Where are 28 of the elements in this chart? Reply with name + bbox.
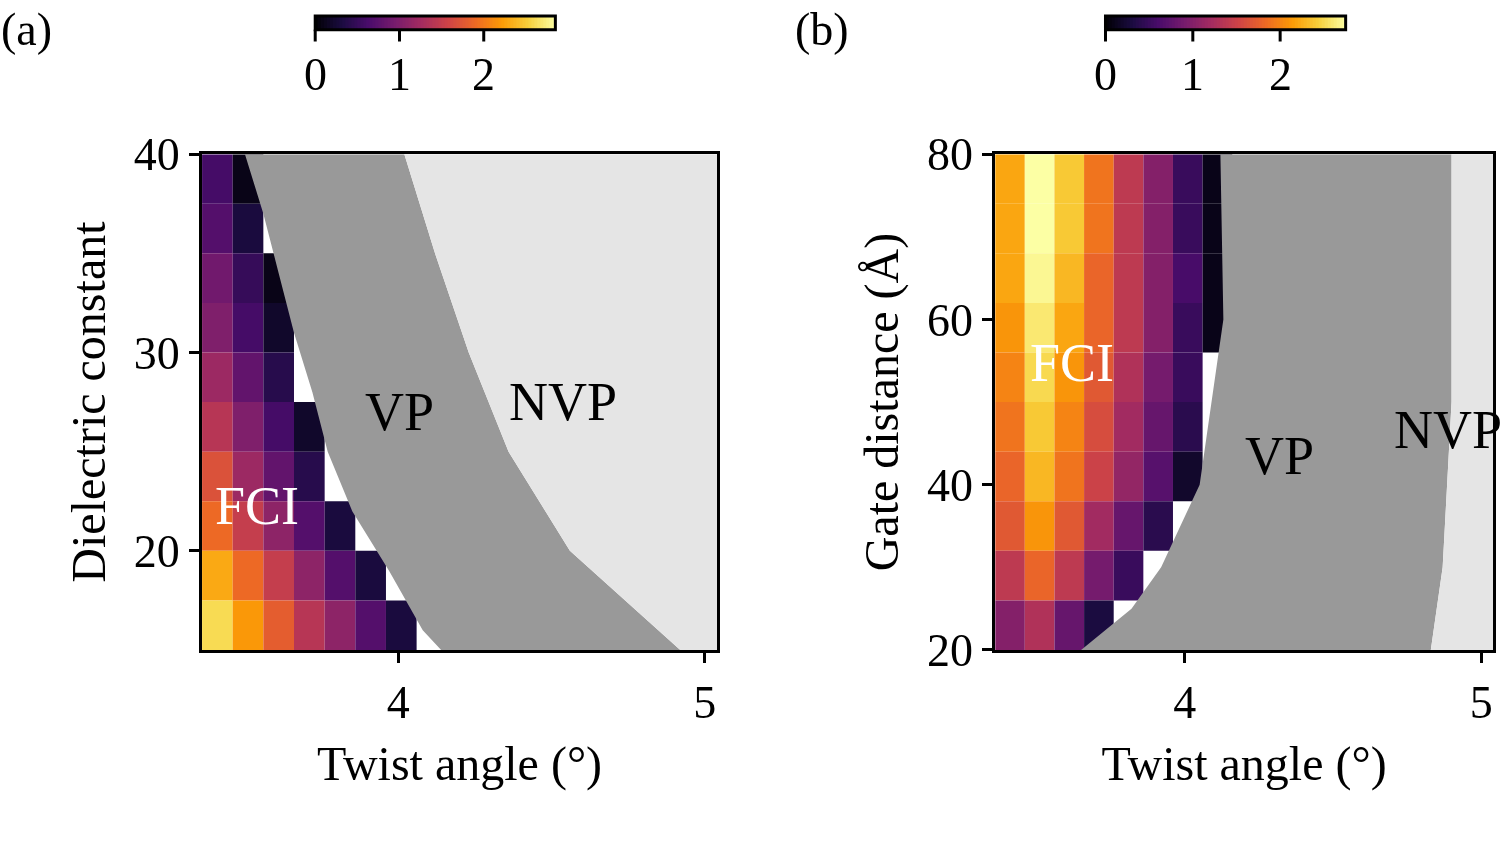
series-label: VP [365, 382, 435, 442]
x-tick-label: 4 [1173, 677, 1197, 729]
color-bar-label: 1 [388, 49, 411, 100]
y-axis-title: Gate distance (Å) [854, 232, 909, 572]
color-bar-label: 0 [1094, 49, 1117, 100]
x-axis-title: Twist angle (°) [1101, 737, 1387, 792]
x-tick-label: 4 [386, 677, 410, 729]
series-label: VP [1245, 426, 1315, 486]
color-bar-label: 0 [304, 49, 327, 100]
y-tick-label: 30 [133, 327, 180, 379]
y-tick-label: 20 [133, 525, 180, 577]
color-bar-label: 2 [1269, 49, 1292, 100]
annotation: FCI [215, 476, 300, 536]
y-axis-title: Dielectric constant [61, 220, 115, 583]
chart-title: (b) [795, 4, 849, 55]
x-axis-title: Twist angle (°) [316, 737, 603, 792]
x-tick-label: 5 [693, 677, 717, 729]
x-tick-label: 5 [1469, 677, 1493, 729]
color-bar-label: 2 [472, 49, 495, 100]
series-label: NVP [509, 372, 618, 432]
y-tick-label: 40 [133, 129, 180, 181]
y-tick-label: 80 [926, 129, 973, 181]
chart-title: (a) [1, 4, 53, 55]
color-bar-label: 1 [1181, 49, 1204, 100]
annotation: FCI [1030, 333, 1115, 393]
y-tick-label: 60 [926, 294, 973, 346]
y-tick-label: 20 [926, 625, 973, 677]
y-tick-label: 40 [926, 459, 973, 511]
